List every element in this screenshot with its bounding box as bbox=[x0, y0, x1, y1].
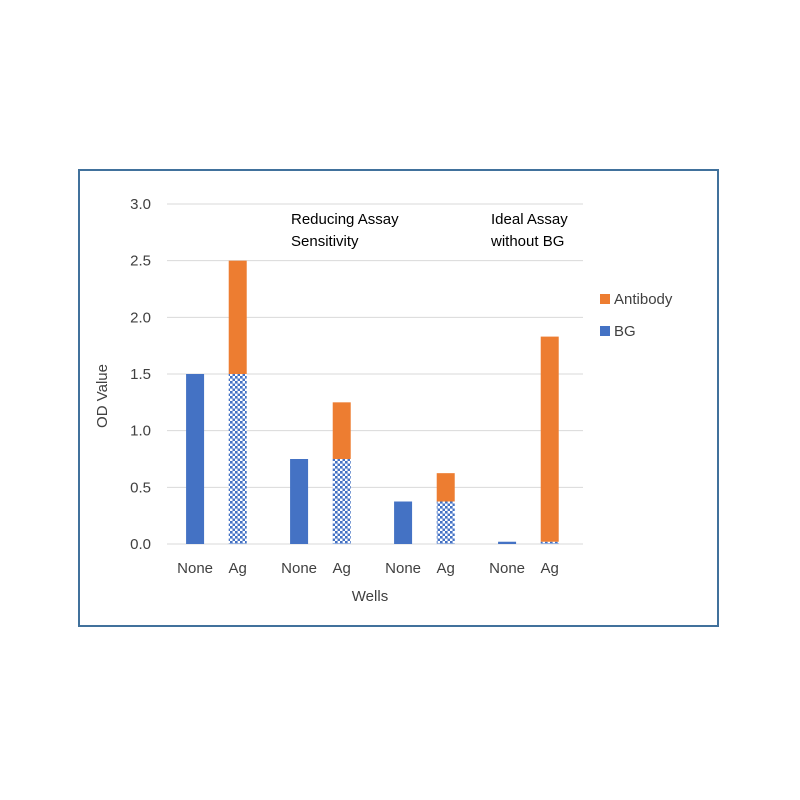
y-tick-label: 0.5 bbox=[130, 479, 151, 496]
bar-bg-ag bbox=[540, 541, 559, 544]
legend: Antibody BG bbox=[600, 291, 673, 340]
y-tick-label: 1.5 bbox=[130, 366, 151, 383]
bar-bg-none bbox=[394, 501, 413, 544]
bar-bg-none bbox=[498, 541, 517, 544]
bar-antibody bbox=[436, 473, 455, 502]
legend-swatch-antibody bbox=[600, 294, 610, 304]
x-tick-label: None bbox=[385, 560, 421, 577]
stacked-bar-chart: 0.0 0.5 1.0 1.5 2.0 2.5 3.0 None Ag None Ag None Ag… bbox=[94, 196, 673, 605]
bar-bg-ag bbox=[436, 501, 455, 544]
y-axis-label: OD Value bbox=[94, 364, 111, 428]
x-tick-label: Ag bbox=[229, 560, 247, 577]
annotation-line: without BG bbox=[490, 233, 564, 250]
x-tick-label: None bbox=[177, 560, 213, 577]
y-tick-label: 1.0 bbox=[130, 423, 151, 440]
annotation-reducing-sensitivity: Reducing Assay Sensitivity bbox=[291, 211, 399, 250]
bar-antibody bbox=[228, 260, 247, 374]
annotation-line: Ideal Assay bbox=[491, 211, 568, 228]
legend-swatch-bg bbox=[600, 326, 610, 336]
x-tick-label: Ag bbox=[333, 560, 351, 577]
bar-bg-ag bbox=[228, 374, 247, 544]
y-tick-label: 2.5 bbox=[130, 253, 151, 270]
bar-antibody bbox=[540, 336, 559, 542]
bar-bg-none bbox=[186, 374, 205, 544]
bar-bg-none bbox=[290, 459, 309, 544]
bar-antibody bbox=[332, 402, 351, 459]
x-tick-label: None bbox=[281, 560, 317, 577]
y-tick-label: 3.0 bbox=[130, 196, 151, 213]
x-tick-label: None bbox=[489, 560, 525, 577]
chart-frame: 0.0 0.5 1.0 1.5 2.0 2.5 3.0 None Ag None Ag None Ag… bbox=[78, 169, 719, 627]
x-tick-label: Ag bbox=[541, 560, 559, 577]
y-tick-label: 2.0 bbox=[130, 309, 151, 326]
annotation-ideal-assay: Ideal Assay without BG bbox=[490, 211, 568, 250]
annotation-line: Reducing Assay bbox=[291, 211, 399, 228]
y-tick-label: 0.0 bbox=[130, 536, 151, 553]
legend-label-bg: BG bbox=[614, 323, 636, 340]
x-axis-label: Wells bbox=[352, 588, 388, 605]
legend-label-antibody: Antibody bbox=[614, 291, 673, 308]
bar-bg-ag bbox=[332, 459, 351, 544]
y-axis-ticks: 0.0 0.5 1.0 1.5 2.0 2.5 3.0 bbox=[130, 196, 151, 553]
x-axis-ticks: None Ag None Ag None Ag None Ag bbox=[177, 560, 559, 577]
annotation-line: Sensitivity bbox=[291, 233, 359, 250]
bars bbox=[186, 260, 559, 544]
x-tick-label: Ag bbox=[437, 560, 455, 577]
